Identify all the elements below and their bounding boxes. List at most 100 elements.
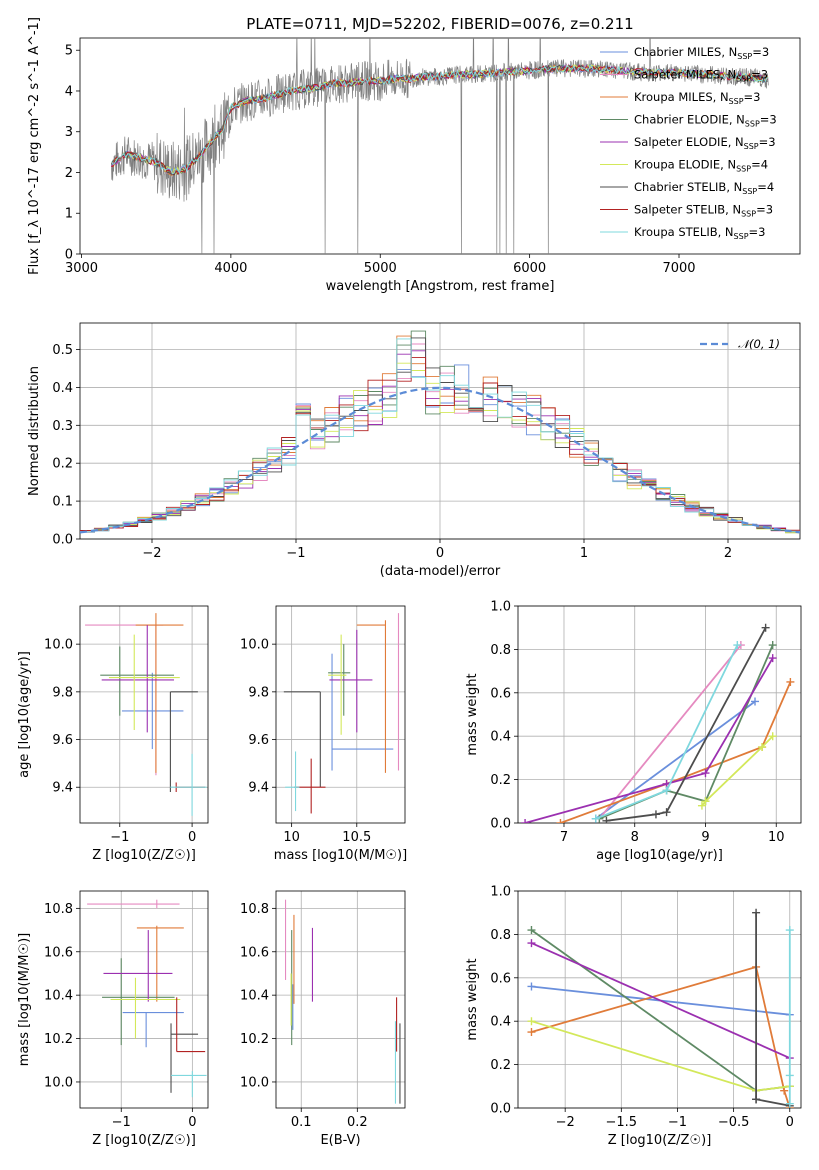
residuals-xlabel: (data-model)/error [380, 564, 501, 579]
weight-vs-age-ytick-label: 0.2 [490, 773, 511, 788]
age-vs-Z-xtick-label: −1 [110, 830, 129, 845]
mass-weight-marker [662, 808, 671, 817]
age-vs-Z-panel: −1 0 9.4 9.6 9.8 10.0 Z [log10(Z/Z☉)] age [log1… [17, 605, 209, 863]
spectrum-panel: 3000 4000 5000 6000 7000 0 1 2 3 4 5 wavelength [An… [27, 17, 801, 294]
mass-weight-marker [752, 1095, 761, 1104]
mass-weight-line [560, 681, 792, 823]
mass-vs-ebv-ytick-label: 10.4 [240, 989, 269, 1004]
mass-weight-marker [768, 654, 777, 663]
spectrum-ytick-label: 5 [65, 44, 73, 59]
weight-vs-age-xtick-label: 8 [631, 830, 639, 845]
weight-vs-age-frame [517, 605, 802, 824]
mass-weight-marker [761, 623, 770, 632]
mass-weight-marker [752, 908, 761, 917]
mass-weight-line [606, 627, 767, 822]
legend-entry-label: Kroupa MILES, NSSP=3 [634, 90, 760, 106]
age-vs-mass-plot-area [283, 613, 400, 814]
age-vs-Z-frame [79, 605, 209, 824]
mass-vs-Z-xtick-label: −1 [112, 1115, 131, 1130]
mass-weight-marker [768, 641, 777, 650]
weight-vs-Z-ytick-label: 0.0 [490, 1102, 511, 1117]
legend-entry-label: Salpeter ELODIE, NSSP=3 [634, 135, 776, 151]
spectrum-ylabel: Flux [f_λ 10^-17 erg cm^-2 s^-1 A^-1] [27, 17, 42, 275]
residuals-ytick-label: 0.0 [52, 533, 73, 548]
spectrum-plot-area [110, 38, 769, 254]
residuals-frame [79, 322, 801, 540]
residuals-ytick-label: 0.5 [52, 343, 73, 358]
residuals-ytick-label: 0.4 [52, 381, 73, 396]
mass-weight-marker [602, 816, 611, 823]
age-vs-Z-ytick-label: 9.6 [52, 733, 73, 748]
age-vs-mass-xtick-label: 10 [283, 830, 300, 845]
weight-vs-Z-xtick-label: −0.5 [718, 1115, 750, 1130]
weight-vs-Z-ytick-label: 0.4 [490, 1015, 511, 1030]
weight-vs-Z-ytick-label: 0.6 [490, 971, 511, 986]
age-vs-Z-ytick-label: 9.4 [52, 781, 73, 796]
mass-vs-Z-ytick-label: 10.8 [44, 902, 73, 917]
mass-weight-marker [527, 982, 536, 991]
residuals-ylabel: Normed distribution [27, 366, 42, 496]
spectrum-ytick-label: 3 [65, 125, 73, 140]
mass-weight-marker [556, 819, 565, 823]
mass-weight-marker [527, 1017, 536, 1026]
weight-vs-Z-xlabel: Z [log10(Z/Z☉)] [608, 1133, 712, 1148]
age-vs-mass-ytick-label: 9.8 [248, 685, 269, 700]
residual-histogram [80, 338, 800, 533]
mass-weight-line [595, 700, 756, 820]
spectrum-xlabel: wavelength [Angstrom, rest frame] [326, 279, 555, 294]
weight-vs-Z-xtick-label: −2 [556, 1115, 575, 1130]
age-vs-Z-plot-area [85, 613, 207, 816]
weight-vs-age-ylabel: mass weight [465, 673, 480, 755]
age-vs-mass-ytick-label: 9.6 [248, 733, 269, 748]
spectrum-model-line [111, 64, 768, 175]
mass-vs-Z-ytick-label: 10.0 [44, 1075, 73, 1090]
mass-weight-marker [751, 697, 760, 706]
mass-weight-marker [697, 801, 706, 810]
weight-vs-age-ytick-label: 0.4 [490, 730, 511, 745]
age-vs-Z-xlabel: Z [log10(Z/Z☉)] [92, 848, 196, 863]
legend-entry-label: Chabrier STELIB, NSSP=4 [634, 180, 774, 196]
mass-weight-marker [701, 769, 710, 778]
weight-vs-Z-xtick-label: −1.5 [606, 1115, 638, 1130]
mass-weight-line [531, 1020, 790, 1092]
residuals-xtick-label: −2 [142, 546, 161, 561]
weight-vs-Z-ytick-label: 1.0 [490, 885, 511, 900]
weight-vs-Z-panel: −2 −1.5 −1 −0.5 0 0.0 0.2 0.4 0.6 0.8 1.0 Z [log10(… [465, 885, 802, 1148]
weight-vs-Z-xtick-label: −1 [668, 1115, 687, 1130]
spectrum-ytick-label: 2 [65, 166, 73, 181]
weight-vs-age-ytick-label: 0.6 [490, 686, 511, 701]
age-vs-mass-ytick-label: 9.4 [248, 781, 269, 796]
weight-vs-age-ytick-label: 0.8 [490, 643, 511, 658]
mass-vs-Z-xlabel: Z [log10(Z/Z☉)] [92, 1133, 196, 1148]
weight-vs-Z-ytick-label: 0.2 [490, 1058, 511, 1073]
age-vs-Z-ytick-label: 10.0 [44, 638, 73, 653]
mass-vs-ebv-plot-area [284, 899, 401, 1104]
weight-vs-age-xlabel: age [log10(age/yr)] [596, 848, 723, 863]
mass-weight-marker [651, 810, 660, 819]
residuals-xtick-label: 1 [580, 546, 588, 561]
mass-weight-marker [768, 732, 777, 741]
weight-vs-age-panel: 7 8 9 10 0.0 0.2 0.4 0.6 0.8 1.0 age [log10(age/yr… [465, 600, 802, 863]
weight-vs-Z-ytick-label: 0.8 [490, 928, 511, 943]
mass-weight-marker [786, 677, 795, 686]
mass-vs-Z-xtick-label: 0 [188, 1115, 196, 1130]
mass-weight-line [701, 735, 774, 807]
spectrum-xtick-label: 3000 [65, 261, 98, 276]
age-vs-Z-ylabel: age [log10(age/yr)] [17, 651, 32, 778]
spectrum-xtick-label: 7000 [662, 261, 695, 276]
weight-vs-age-xtick-label: 10 [768, 830, 785, 845]
mass-weight-marker [780, 1086, 789, 1095]
weight-vs-age-plot-area [521, 623, 795, 823]
residuals-xtick-label: 0 [436, 546, 444, 561]
spectrum-model-line [111, 64, 768, 175]
residuals-xtick-label: 2 [724, 546, 732, 561]
figure-title: PLATE=0711, MJD=52202, FIBERID=0076, z=0… [246, 15, 633, 33]
mass-vs-ebv-xlabel: E(B-V) [320, 1133, 360, 1148]
mass-vs-Z-frame [79, 890, 209, 1109]
residuals-ytick-label: 0.2 [52, 457, 73, 472]
residual-histogram [80, 337, 800, 533]
mass-vs-Z-ytick-label: 10.4 [44, 989, 73, 1004]
mass-weight-line [531, 965, 791, 1108]
mass-vs-ebv-panel: 0.1 0.2 10.0 10.2 10.4 10.6 10.8 E(B-V) [240, 890, 406, 1148]
weight-vs-age-xtick-label: 7 [560, 830, 568, 845]
